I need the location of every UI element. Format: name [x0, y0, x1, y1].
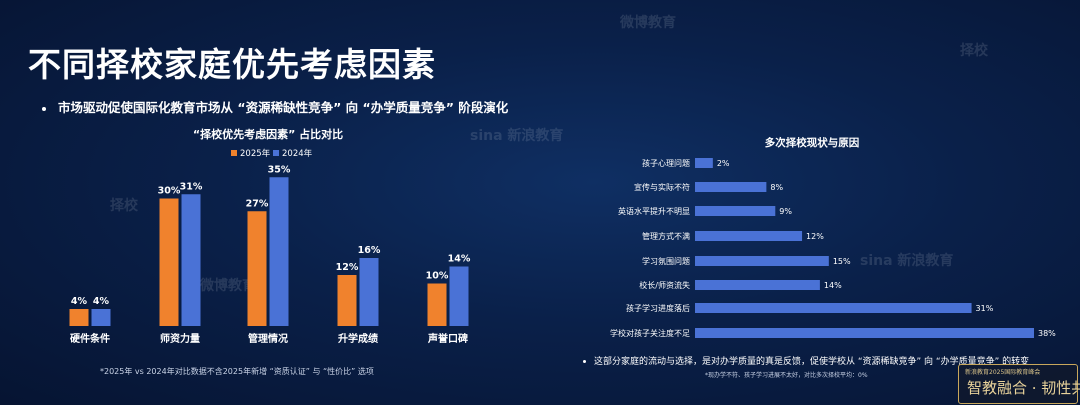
- bar-2025: [69, 309, 89, 326]
- logo-main-text: 智教融合 · 韧性共生: [967, 379, 1080, 397]
- bar-2024: [181, 194, 201, 326]
- conclusion-bullet: 这部分家庭的流动与选择，是对办学质量的真是反馈，促使学校从 “资源稀缺竞争” 向…: [583, 354, 1029, 367]
- footnote: *2025年 vs 2024年对比数据不含2025年新增 “资质认证” 与 “性…: [100, 367, 374, 376]
- legend-swatch-2025: [231, 150, 237, 156]
- summary-text: 市场驱动促使国际化教育市场从 “资源稀缺性竞争” 向 “办学质量竞争” 阶段演化: [58, 100, 509, 115]
- reason-label: 孩子学习进度落后: [626, 303, 690, 313]
- reason-bar: [695, 158, 713, 168]
- watermark: 微博教育: [200, 278, 256, 294]
- bar-value-label: 4%: [93, 296, 110, 307]
- reason-label: 学习氛围问题: [642, 256, 690, 266]
- watermark: sina 新浪教育: [470, 128, 564, 144]
- chart2-title: 多次择校现状与原因: [765, 136, 860, 149]
- bullet-dot: [42, 106, 46, 111]
- bullet-dot: [583, 360, 586, 363]
- watermark: 微博教育: [620, 15, 676, 31]
- summary-bullet: 市场驱动促使国际化教育市场从 “资源稀缺性竞争” 向 “办学质量竞争” 阶段演化: [42, 97, 508, 116]
- reason-label: 学校对孩子关注度不足: [610, 328, 690, 338]
- bar-2024: [91, 309, 111, 326]
- reason-value-label: 12%: [806, 232, 824, 241]
- category-label: 硬件条件: [70, 332, 110, 345]
- bar-value-label: 31%: [180, 181, 203, 192]
- bar-2024: [449, 266, 469, 326]
- watermark: sina 新浪教育: [860, 253, 954, 269]
- legend-label-2024: 2024年: [282, 148, 313, 159]
- bar-2025: [159, 198, 179, 326]
- watermark: 择校: [110, 198, 138, 214]
- reason-label: 宣传与实际不符: [634, 182, 690, 192]
- legend-swatch-2024: [273, 150, 279, 156]
- reason-bar: [695, 182, 767, 192]
- reason-label: 孩子心理问题: [642, 158, 690, 168]
- bar-value-label: 4%: [71, 296, 88, 307]
- bar-value-label: 27%: [246, 198, 269, 209]
- conclusion-text: 这部分家庭的流动与选择，是对办学质量的真是反馈，促使学校从 “资源稀缺竞争” 向…: [594, 357, 1030, 367]
- conclusion-note: *现办学不符、孩子学习进展不太好，对比多次择校平均：0%: [705, 372, 868, 379]
- reason-bar: [695, 206, 776, 216]
- reason-value-label: 31%: [976, 304, 994, 313]
- bar-value-label: 35%: [268, 164, 291, 175]
- reason-label: 管理方式不满: [642, 231, 690, 241]
- category-label: 师资力量: [160, 332, 200, 345]
- category-label: 升学成绩: [338, 332, 378, 345]
- bar-value-label: 10%: [426, 271, 449, 282]
- bar-2024: [269, 177, 289, 326]
- reason-value-label: 2%: [717, 159, 730, 168]
- watermark: 择校: [960, 43, 988, 59]
- reason-value-label: 15%: [833, 257, 851, 266]
- bar-value-label: 12%: [336, 262, 359, 273]
- bar-2025: [337, 275, 357, 326]
- reason-bar: [695, 280, 820, 290]
- reason-value-label: 8%: [770, 183, 783, 192]
- chart1-title: “择校优先考虑因素” 占比对比: [193, 127, 343, 141]
- reason-value-label: 38%: [1038, 329, 1056, 338]
- page-title: 不同择校家庭优先考虑因素: [28, 45, 436, 84]
- logo-subtitle: 新浪教育2025国际教育峰会: [965, 369, 1041, 376]
- reason-label: 校长/师资流失: [639, 280, 690, 290]
- bar-2024: [359, 258, 379, 326]
- reason-bar: [695, 303, 972, 313]
- category-label: 管理情况: [248, 332, 288, 345]
- bar-2025: [427, 283, 447, 326]
- bar-value-label: 14%: [448, 254, 471, 265]
- legend-label-2025: 2025年: [240, 148, 271, 159]
- bar-2025: [247, 211, 267, 326]
- summit-logo: 新浪教育2025国际教育峰会 智教融合 · 韧性共生: [958, 364, 1080, 404]
- reason-label: 英语水平提升不明显: [618, 206, 690, 216]
- reason-bar: [695, 231, 803, 241]
- bar-value-label: 30%: [158, 186, 181, 197]
- category-label: 声誉口碑: [427, 332, 468, 345]
- bar-value-label: 16%: [358, 245, 381, 256]
- reason-value-label: 14%: [824, 281, 842, 290]
- reason-bar: [695, 328, 1034, 338]
- reason-bar: [695, 256, 829, 266]
- reason-value-label: 9%: [779, 207, 792, 216]
